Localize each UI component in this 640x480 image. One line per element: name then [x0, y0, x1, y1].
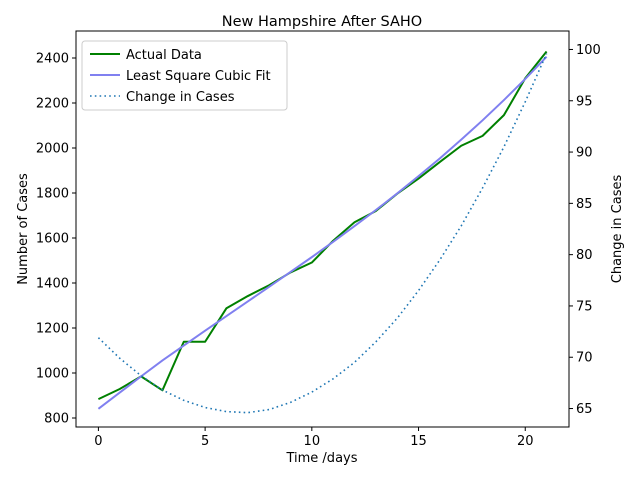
legend-label-change-in-cases: Change in Cases	[126, 90, 235, 105]
y-tick-label: 800	[44, 412, 69, 427]
y-tick-label: 1600	[36, 232, 69, 247]
legend: Actual Data Least Square Cubic Fit Chang…	[81, 40, 288, 111]
y2-tick-label: 95	[576, 94, 593, 109]
x-tick-label: 15	[410, 434, 427, 449]
y-tick-label: 1200	[36, 322, 69, 337]
legend-label-actual-data: Actual Data	[126, 48, 202, 63]
y2-tick-label: 80	[576, 248, 593, 263]
x-tick-label: 5	[201, 434, 209, 449]
y-tick-label: 2200	[36, 97, 69, 112]
y2-axis-label: Change in Cases	[610, 175, 625, 284]
x-tick-label: 0	[94, 434, 102, 449]
legend-box	[81, 40, 288, 111]
y2-tick-label: 65	[576, 402, 593, 417]
plot-frame	[75, 30, 570, 428]
y-tick-label: 2400	[36, 52, 69, 67]
x-tick-label: 20	[517, 434, 534, 449]
series-line-actual-data	[97, 50, 548, 401]
y-tick-label: 2000	[36, 142, 69, 157]
y2-tick-label: 85	[576, 197, 593, 212]
legend-label-cubic-fit: Least Square Cubic Fit	[126, 69, 271, 84]
y-tick-label: 1000	[36, 367, 69, 382]
axis-ticks: 0 5 10 15 20 800 1000 1200 1400 1600 1800 2000 2200 2…	[36, 43, 601, 449]
series-line-least-square-cubic-fit	[97, 55, 548, 410]
chart-title: New Hampshire After SAHO	[222, 14, 422, 30]
x-axis-label: Time /days	[285, 451, 357, 466]
plot-area	[97, 50, 548, 414]
y-axis-label: Number of Cases	[16, 173, 31, 285]
y-tick-label: 1400	[36, 277, 69, 292]
y2-tick-label: 70	[576, 351, 593, 366]
x-tick-label: 10	[304, 434, 321, 449]
y-tick-label: 1800	[36, 187, 69, 202]
y2-tick-label: 90	[576, 146, 593, 161]
y2-tick-label: 75	[576, 299, 593, 314]
y2-tick-label: 100	[576, 43, 601, 58]
